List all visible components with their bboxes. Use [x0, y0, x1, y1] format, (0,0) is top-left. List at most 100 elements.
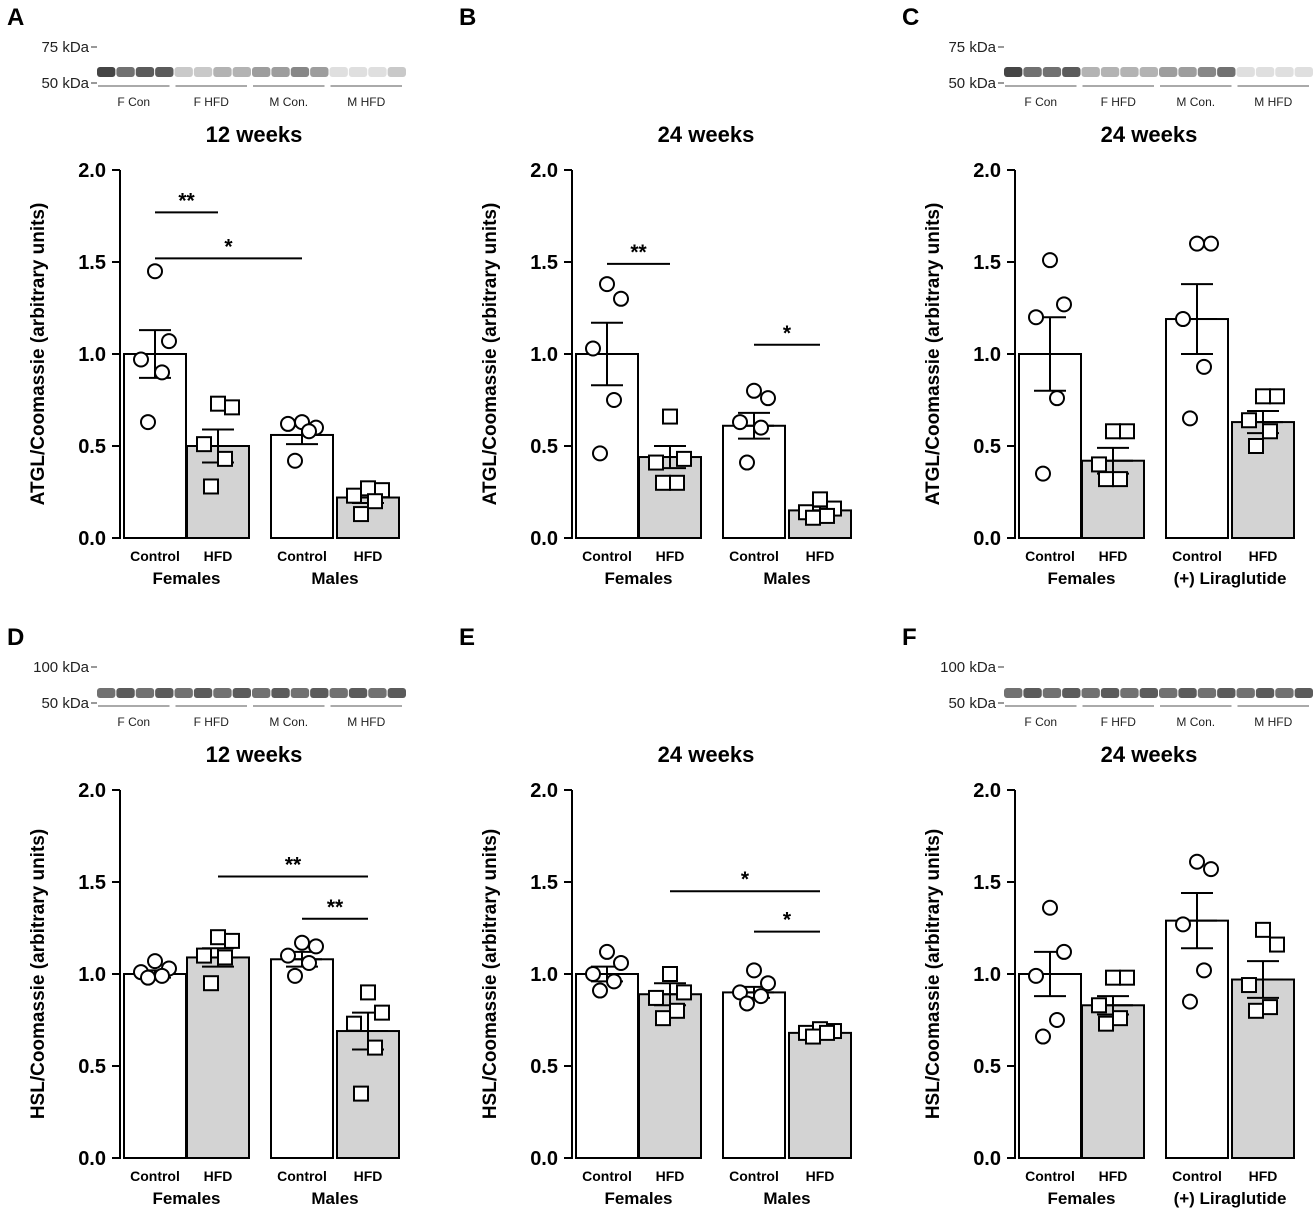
kda-marker-upper: 75 kDa — [948, 39, 996, 56]
data-point — [805, 1028, 821, 1045]
lane-label: M HFD — [1254, 715, 1292, 729]
data-point — [294, 934, 310, 951]
y-tick-label: 2.0 — [530, 160, 558, 182]
blot-band — [1159, 688, 1178, 698]
data-point — [1189, 853, 1205, 870]
data-point — [1269, 936, 1285, 953]
data-point — [599, 276, 615, 293]
x-category-label: HFD — [354, 548, 383, 564]
blot-band — [155, 688, 174, 698]
x-category-label: Control — [1025, 1168, 1075, 1184]
lane-label: F HFD — [194, 95, 230, 109]
data-point — [805, 509, 821, 526]
data-point — [812, 491, 828, 508]
data-point — [1248, 1002, 1264, 1019]
data-point — [147, 263, 163, 280]
blot-band — [1217, 688, 1236, 698]
y-tick-label: 0.0 — [973, 1148, 1001, 1170]
y-tick-label: 0.5 — [78, 436, 106, 458]
chart-title: 24 weeks — [658, 742, 755, 767]
data-point — [1182, 410, 1198, 427]
data-point — [753, 419, 769, 436]
x-category-label: HFD — [1099, 1168, 1128, 1184]
lane-label: M HFD — [1254, 95, 1292, 109]
kda-marker-lower: 50 kDa — [948, 75, 996, 92]
data-point — [1175, 916, 1191, 933]
data-point — [1175, 311, 1191, 328]
chart-title: 12 weeks — [206, 742, 303, 767]
data-point — [161, 333, 177, 350]
blot-band — [1042, 688, 1062, 698]
data-point — [655, 474, 671, 491]
y-tick-label: 2.0 — [973, 160, 1001, 182]
lane-label: M HFD — [347, 715, 385, 729]
data-point — [1255, 921, 1271, 938]
blot-band — [1023, 688, 1042, 698]
blot-band — [329, 67, 348, 77]
data-point — [1035, 465, 1051, 482]
blot-band — [1275, 67, 1294, 77]
group-label: Females — [604, 569, 672, 588]
data-point — [1182, 993, 1198, 1010]
data-point — [203, 975, 219, 992]
data-point — [819, 1024, 835, 1041]
data-point — [1255, 388, 1271, 405]
data-point — [613, 954, 629, 971]
blot-band — [271, 67, 290, 77]
y-tick-label: 0.0 — [78, 1148, 106, 1170]
lane-label: F Con — [1024, 715, 1057, 729]
chart-title: 12 weeks — [206, 122, 303, 147]
x-category-label: Control — [582, 548, 632, 564]
significance-label: ** — [327, 896, 344, 919]
data-point — [1196, 962, 1212, 979]
blot-band — [252, 67, 271, 77]
group-label: (+) Liraglutide — [1174, 569, 1287, 588]
group-label: Females — [1047, 1189, 1115, 1208]
lane-label: F Con — [1024, 95, 1057, 109]
data-point — [1035, 1028, 1051, 1045]
blot-band — [232, 67, 251, 77]
data-point — [676, 450, 692, 467]
data-point — [1262, 423, 1278, 440]
blot-band — [1081, 67, 1100, 77]
data-point — [1248, 438, 1264, 454]
y-tick-label: 2.0 — [973, 780, 1001, 802]
bar-control — [722, 424, 786, 540]
group-label: Males — [311, 1189, 358, 1208]
x-category-label: HFD — [656, 548, 685, 564]
blot-band — [1255, 67, 1275, 77]
data-point — [585, 340, 601, 357]
lane-label: M Con. — [1176, 95, 1215, 109]
data-point — [732, 414, 748, 431]
blot-band — [1217, 67, 1236, 77]
data-point — [346, 1015, 362, 1032]
data-point — [819, 507, 835, 524]
data-point — [154, 967, 170, 984]
blot-band — [1004, 67, 1023, 77]
data-point — [1098, 471, 1114, 488]
data-point — [346, 487, 362, 504]
data-point — [140, 969, 156, 986]
x-category-label: Control — [1025, 548, 1075, 564]
blot-band — [310, 67, 329, 77]
panel-label: A — [7, 4, 24, 31]
panel-label: B — [459, 4, 476, 31]
kda-marker-upper: 75 kDa — [41, 39, 89, 56]
data-point — [210, 395, 226, 412]
x-category-label: Control — [582, 1168, 632, 1184]
blot-band — [232, 688, 251, 698]
y-axis-label: ATGL/Coomassie (arbitrary units) — [28, 203, 49, 506]
data-point — [1091, 997, 1107, 1014]
blot-band — [97, 688, 116, 698]
blot-band — [1178, 688, 1197, 698]
lane-label: M Con. — [269, 715, 308, 729]
y-tick-label: 1.0 — [78, 344, 106, 366]
y-tick-label: 2.0 — [78, 780, 106, 802]
data-point — [746, 382, 762, 399]
bar-hfd — [788, 1031, 852, 1160]
data-point — [147, 953, 163, 970]
data-point — [367, 493, 383, 510]
y-tick-label: 1.0 — [973, 344, 1001, 366]
blot-band — [329, 688, 348, 698]
